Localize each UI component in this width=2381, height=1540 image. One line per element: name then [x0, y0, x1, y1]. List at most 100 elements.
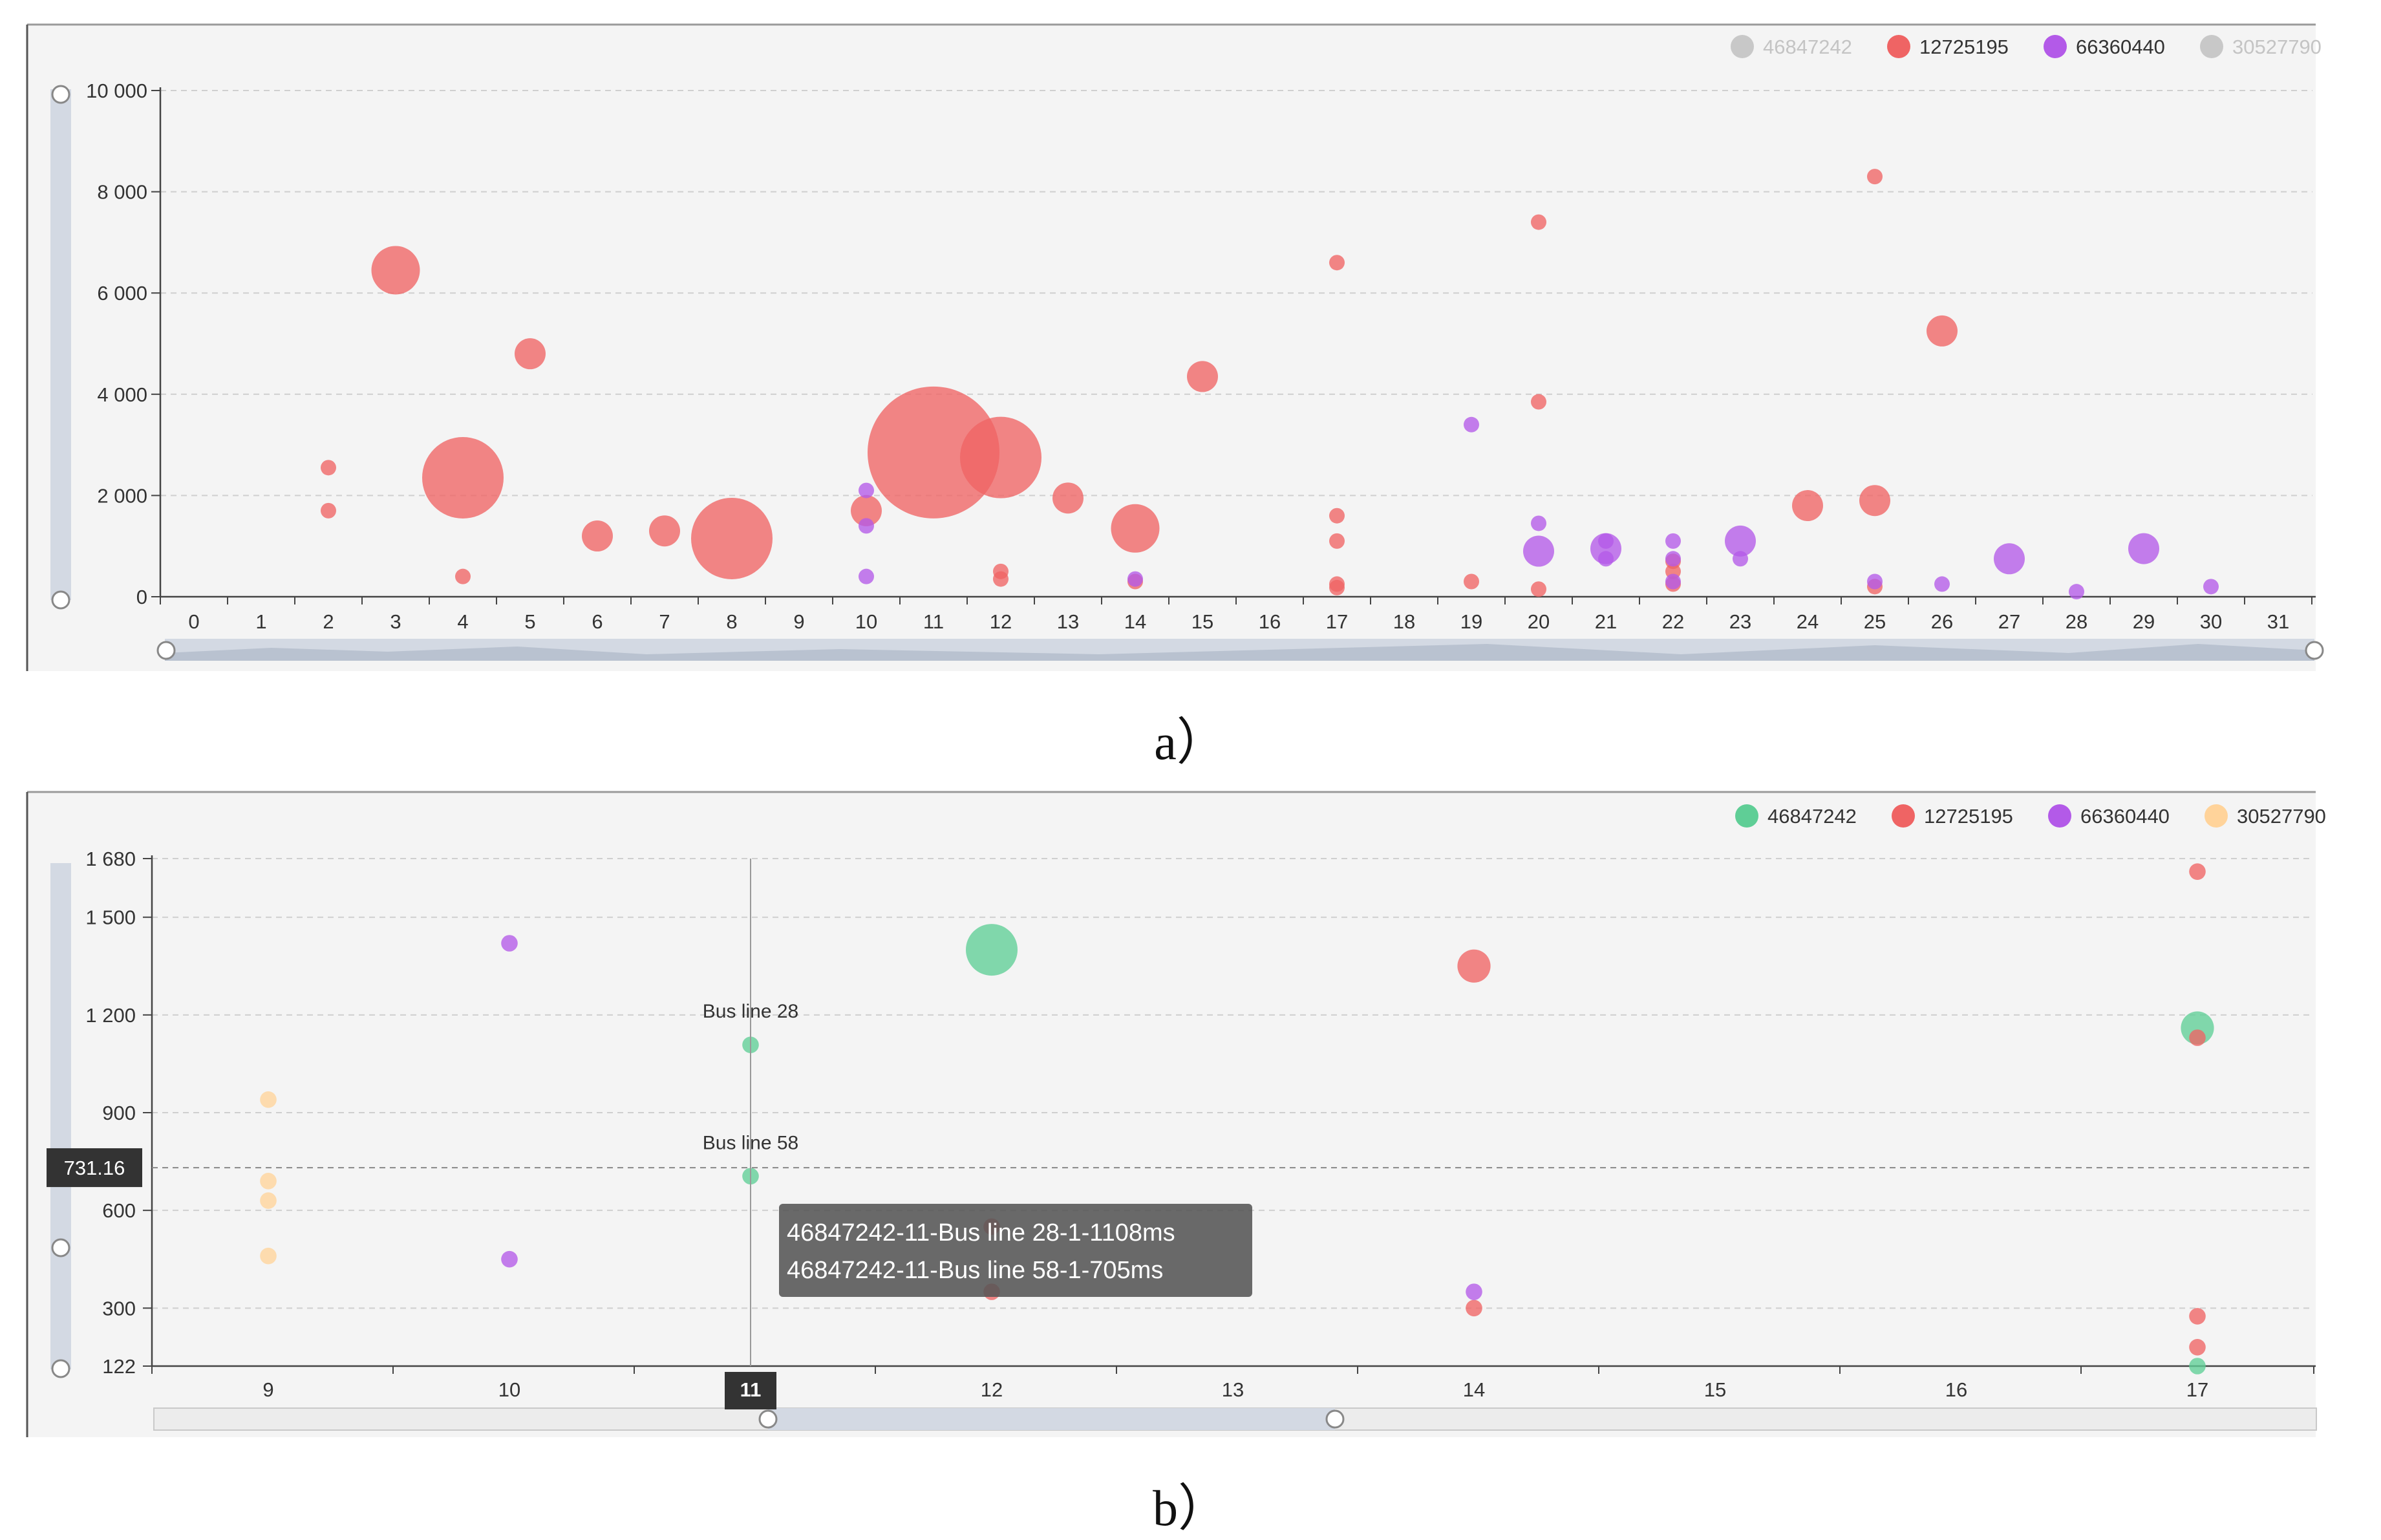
chart-a-point-12725195[interactable] [515, 338, 546, 370]
chart-a-y-zoom-handle-bottom[interactable] [51, 590, 70, 610]
chart-a-point-12725195[interactable] [321, 460, 336, 476]
chart-a-point-12725195[interactable] [1329, 533, 1345, 549]
chart-a-point-66360440[interactable] [1531, 515, 1546, 531]
chart-a-point-66360440[interactable] [1127, 571, 1143, 587]
chart-a-legend-marker-66360440[interactable] [2044, 35, 2067, 58]
chart-b-point-12725195[interactable] [1466, 1299, 1482, 1317]
chart-a-point-12725195[interactable] [1052, 482, 1084, 514]
chart-b-point-66360440[interactable] [1466, 1283, 1482, 1300]
chart-b-y-zoom-handle-bottom[interactable] [51, 1359, 70, 1378]
chart-b-point-12725195[interactable] [2189, 1029, 2206, 1046]
chart-b-point-30527790[interactable] [260, 1091, 277, 1108]
chart-b-point-30527790[interactable] [260, 1192, 277, 1209]
chart-a-x-zoom-handle-left[interactable] [156, 641, 176, 660]
chart-a-point-66360440[interactable] [1867, 573, 1883, 590]
chart-b-legend-label-66360440[interactable]: 66360440 [2080, 805, 2170, 828]
chart-a-point-12725195[interactable] [1531, 581, 1546, 597]
chart-a-point-66360440[interactable] [1523, 535, 1554, 567]
chart-a-legend-label-12725195[interactable]: 12725195 [1919, 36, 2009, 58]
chart-panel-b: 122 300 600 900 1 200 1 500 1 680 9 10 11 12 13 14 15… [26, 791, 2326, 1437]
chart-a-point-66360440[interactable] [859, 518, 874, 534]
chart-a-point-66360440[interactable] [859, 482, 874, 498]
chart-b-point-30527790[interactable] [260, 1247, 277, 1265]
chart-a-x-tick-label: 10 [855, 610, 877, 633]
chart-b-point-30527790[interactable] [260, 1173, 277, 1190]
chart-a-legend-marker-46847242[interactable] [1731, 35, 1754, 58]
chart-a-point-66360440[interactable] [1598, 551, 1614, 567]
chart-b-y-zoom-track[interactable] [50, 863, 71, 1369]
chart-b-point-12725195[interactable] [2189, 1338, 2206, 1356]
chart-a-point-66360440[interactable] [859, 568, 874, 584]
chart-a-point-66360440[interactable] [2069, 584, 2084, 600]
chart-b-legend: 46847242 12725195 66360440 30527790 [1735, 804, 2326, 828]
chart-a-point-12725195[interactable] [1927, 315, 1958, 347]
chart-a-point-12725195[interactable] [422, 436, 504, 519]
chart-a-point-12725195[interactable] [1464, 573, 1479, 590]
chart-a-x-tick-label: 11 [923, 610, 944, 633]
chart-a-point-12725195[interactable] [1531, 214, 1546, 230]
chart-a-point-12725195[interactable] [1792, 490, 1823, 522]
chart-a-legend-label-66360440[interactable]: 66360440 [2076, 36, 2165, 58]
chart-a-legend-label-46847242[interactable]: 46847242 [1763, 36, 1852, 58]
chart-a-point-66360440[interactable] [1725, 525, 1756, 557]
chart-a-legend-marker-30527790[interactable] [2200, 35, 2223, 58]
chart-b-point-annotation: Bus line 28 [703, 1001, 798, 1022]
chart-a-y-zoom-handle-top[interactable] [51, 85, 70, 104]
chart-b-x-zoom-handle-left[interactable] [758, 1409, 778, 1429]
chart-a-point-66360440[interactable] [1590, 533, 1621, 564]
chart-a-point-12725195[interactable] [960, 416, 1041, 498]
chart-a-y-zoom-track[interactable] [50, 89, 71, 600]
chart-a-point-12725195[interactable] [1531, 394, 1546, 410]
chart-a-point-12725195[interactable] [851, 495, 882, 526]
chart-b-point-12725195[interactable] [2189, 863, 2206, 880]
chart-b-x-tick-label: 17 [2186, 1378, 2208, 1401]
chart-a-point-66360440[interactable] [1665, 533, 1681, 549]
chart-a-point-12725195[interactable] [1859, 485, 1890, 517]
chart-a-point-12725195[interactable] [649, 515, 680, 547]
chart-a-point-12725195[interactable] [1329, 255, 1345, 271]
chart-a-point-12725195[interactable] [1187, 361, 1218, 392]
chart-b-legend-label-12725195[interactable]: 12725195 [1924, 805, 2013, 828]
chart-a-point-12725195[interactable] [582, 520, 613, 552]
chart-a-point-66360440[interactable] [1994, 543, 2025, 575]
chart-a-legend-marker-12725195[interactable] [1887, 35, 1910, 58]
chart-a-x-zoom-handle-right[interactable] [2305, 641, 2324, 660]
chart-b-legend-label-46847242[interactable]: 46847242 [1767, 805, 1857, 828]
chart-a-point-66360440[interactable] [2203, 579, 2219, 595]
chart-a-legend-label-30527790[interactable]: 30527790 [2232, 36, 2322, 58]
chart-b-legend-marker-46847242[interactable] [1735, 804, 1758, 828]
chart-a-point-12725195[interactable] [691, 497, 773, 579]
chart-b-point-12725195[interactable] [2189, 1308, 2206, 1325]
chart-b-point-46847242[interactable] [2181, 1011, 2214, 1045]
chart-b-point-46847242[interactable] [2189, 1358, 2206, 1374]
chart-a-point-66360440[interactable] [1665, 573, 1681, 590]
chart-a-point-12725195[interactable] [868, 386, 999, 519]
chart-b-x-zoom-window[interactable] [768, 1408, 1335, 1430]
chart-a-point-12725195[interactable] [1867, 169, 1883, 185]
caption-a: a） [1154, 714, 1227, 770]
chart-a-point-66360440[interactable] [1464, 416, 1479, 433]
chart-b-point-46847242[interactable] [966, 924, 1018, 976]
chart-a-point-12725195[interactable] [993, 571, 1009, 587]
chart-a-point-12725195[interactable] [1329, 579, 1345, 595]
chart-a-point-66360440[interactable] [1934, 576, 1950, 592]
chart-a-point-12725195[interactable] [1329, 508, 1345, 524]
chart-a-point-12725195[interactable] [371, 246, 420, 295]
chart-a-x-tick-label: 30 [2200, 610, 2222, 633]
chart-b-y-zoom-handle-top[interactable] [51, 1238, 70, 1257]
chart-b-legend-marker-12725195[interactable] [1892, 804, 1915, 828]
chart-a-point-12725195[interactable] [455, 568, 471, 584]
chart-a-x-tick-label: 24 [1797, 610, 1819, 633]
chart-a-point-66360440[interactable] [1665, 551, 1681, 567]
chart-a-point-12725195[interactable] [321, 502, 336, 519]
chart-b-point-66360440[interactable] [501, 935, 518, 952]
chart-a-point-12725195[interactable] [1111, 504, 1160, 553]
chart-b-point-12725195[interactable] [1457, 949, 1491, 983]
chart-b-point-66360440[interactable] [501, 1250, 518, 1268]
chart-a-point-66360440[interactable] [1733, 551, 1748, 567]
chart-b-x-zoom-handle-right[interactable] [1325, 1409, 1345, 1429]
chart-b-legend-marker-66360440[interactable] [2048, 804, 2071, 828]
chart-b-legend-marker-30527790[interactable] [2205, 804, 2228, 828]
chart-a-point-66360440[interactable] [2128, 533, 2159, 564]
chart-b-legend-label-30527790[interactable]: 30527790 [2237, 805, 2326, 828]
